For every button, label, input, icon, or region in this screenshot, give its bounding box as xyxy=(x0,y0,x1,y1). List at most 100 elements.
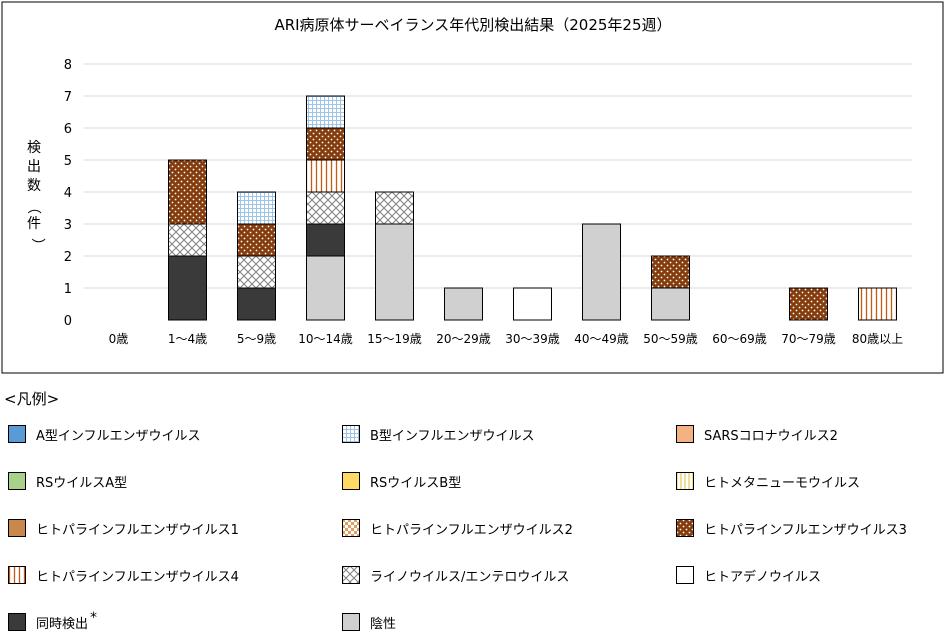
x-tick-label: 0歳 xyxy=(109,332,129,346)
x-tick-label: 10〜14歳 xyxy=(298,332,353,346)
legend-label: ヒトパラインフルエンザウイルス3 xyxy=(704,522,907,538)
legend-item: SARSコロナウイルス2 xyxy=(676,424,838,444)
y-axis-title-char: 出 xyxy=(27,159,41,175)
legend-label: A型インフルエンザウイルス xyxy=(36,428,201,444)
bar-segment xyxy=(789,287,828,321)
bar-segment xyxy=(306,223,345,257)
x-tick-label: 5〜9歳 xyxy=(237,332,276,346)
bar-segment xyxy=(306,159,345,193)
legend-item: A型インフルエンザウイルス xyxy=(8,424,201,444)
bar-segment xyxy=(375,223,414,321)
footnote-mark: * xyxy=(90,610,98,626)
legend-label: ヒトアデノウイルス xyxy=(704,569,822,585)
y-tick-label: 4 xyxy=(64,186,72,201)
legend-item: ヒトパラインフルエンザウイルス4 xyxy=(8,565,239,585)
bar-segment xyxy=(237,287,276,321)
y-tick-label: 7 xyxy=(64,90,72,105)
bar-segment xyxy=(306,255,345,321)
legend-swatch xyxy=(342,472,360,490)
legend-label: ヒトパラインフルエンザウイルス1 xyxy=(36,522,239,538)
y-tick-label: 8 xyxy=(64,58,72,73)
bar-segment xyxy=(168,223,207,257)
legend-swatch xyxy=(8,472,26,490)
legend-label: ライノウイルス/エンテロウイルス xyxy=(370,569,570,585)
legend-item: ヒトパラインフルエンザウイルス3 xyxy=(676,518,907,538)
bars xyxy=(168,95,897,321)
legend-item: B型インフルエンザウイルス xyxy=(342,424,535,444)
y-axis-title: 検出数 （ 件 ） xyxy=(25,140,45,252)
bar-segment xyxy=(237,255,276,289)
y-tick-label: 1 xyxy=(64,282,72,297)
x-tick-label: 15〜19歳 xyxy=(367,332,422,346)
legend-label: ヒトメタニューモウイルス xyxy=(704,475,861,491)
x-tick-label: 40〜49歳 xyxy=(574,332,629,346)
x-tick-label: 80歳以上 xyxy=(852,332,903,346)
bar-segment xyxy=(306,127,345,161)
legend-item: ライノウイルス/エンテロウイルス xyxy=(342,565,569,585)
x-tick-labels: 0歳 1〜4歳 5〜9歳 10〜14歳 15〜19歳 20〜29歳 30〜39歳 40〜49歳… xyxy=(109,332,903,346)
legend-swatch xyxy=(342,566,360,584)
gridlines xyxy=(84,63,912,289)
legend-label: B型インフルエンザウイルス xyxy=(370,428,535,444)
legend-item: 同時検出 * xyxy=(8,610,98,632)
bar-segment xyxy=(513,287,552,321)
y-axis-title-char: （ xyxy=(25,200,41,214)
x-tick-label: 70〜79歳 xyxy=(781,332,836,346)
bar-segment xyxy=(168,159,207,225)
y-axis-title-char: 数 xyxy=(27,178,41,194)
legend-item: RSウイルスB型 xyxy=(342,471,461,491)
y-tick-label: 3 xyxy=(64,218,72,233)
legend-heading: <凡例> xyxy=(4,390,60,408)
legend-swatch xyxy=(676,472,694,490)
legend-item: ヒトパラインフルエンザウイルス2 xyxy=(342,518,573,538)
bar-segment xyxy=(168,255,207,321)
y-axis-title-char: 件 xyxy=(27,216,41,232)
legend-label: RSウイルスA型 xyxy=(36,475,128,491)
legend-item: ヒトメタニューモウイルス xyxy=(676,471,860,491)
chart-title: ARI病原体サーベイランス年代別検出結果（2025年25週） xyxy=(274,16,671,34)
bar-segment xyxy=(237,223,276,257)
legend-swatch xyxy=(676,425,694,443)
legend-item: 陰性 xyxy=(342,612,396,632)
y-tick-label: 2 xyxy=(64,250,72,265)
y-axis-title-char: ） xyxy=(29,238,45,252)
legend-swatch xyxy=(8,519,26,537)
legend-swatch xyxy=(676,519,694,537)
x-tick-label: 1〜4歳 xyxy=(168,332,207,346)
y-tick-label: 5 xyxy=(64,154,72,169)
legend-label: ヒトパラインフルエンザウイルス4 xyxy=(36,569,239,585)
legend-swatch xyxy=(8,566,26,584)
legend-item: ヒトパラインフルエンザウイルス1 xyxy=(8,518,239,538)
legend-label: 陰性 xyxy=(370,616,397,632)
legend-label: 同時検出 xyxy=(36,616,89,632)
y-axis-title-char: 検 xyxy=(27,140,41,156)
bar-segment xyxy=(582,223,621,321)
y-tick-label: 6 xyxy=(64,122,72,137)
bar-segment xyxy=(306,191,345,225)
bar-segment xyxy=(651,255,690,289)
x-tick-label: 60〜69歳 xyxy=(712,332,767,346)
legend-swatch xyxy=(8,425,26,443)
legend-swatch xyxy=(342,519,360,537)
bar-segment xyxy=(306,95,345,129)
x-tick-label: 20〜29歳 xyxy=(436,332,491,346)
y-tick-label: 0 xyxy=(64,314,72,329)
legend-swatch xyxy=(342,613,360,631)
legend-swatch xyxy=(676,566,694,584)
y-tick-labels: 0 1 2 3 4 5 6 7 8 xyxy=(64,58,72,329)
legend-item: ヒトアデノウイルス xyxy=(676,565,821,585)
bar-segment xyxy=(858,287,897,321)
x-tick-label: 50〜59歳 xyxy=(643,332,698,346)
x-tick-label: 30〜39歳 xyxy=(505,332,560,346)
legend-swatch xyxy=(342,425,360,443)
legend-label: SARSコロナウイルス2 xyxy=(704,428,838,444)
legend-swatch xyxy=(8,613,26,631)
bar-segment xyxy=(237,191,276,225)
legend-label: ヒトパラインフルエンザウイルス2 xyxy=(370,522,573,538)
legend-item: RSウイルスA型 xyxy=(8,471,127,491)
bar-segment xyxy=(375,191,414,225)
legend-label: RSウイルスB型 xyxy=(370,475,462,491)
bar-segment xyxy=(444,287,483,321)
bar-segment xyxy=(651,287,690,321)
